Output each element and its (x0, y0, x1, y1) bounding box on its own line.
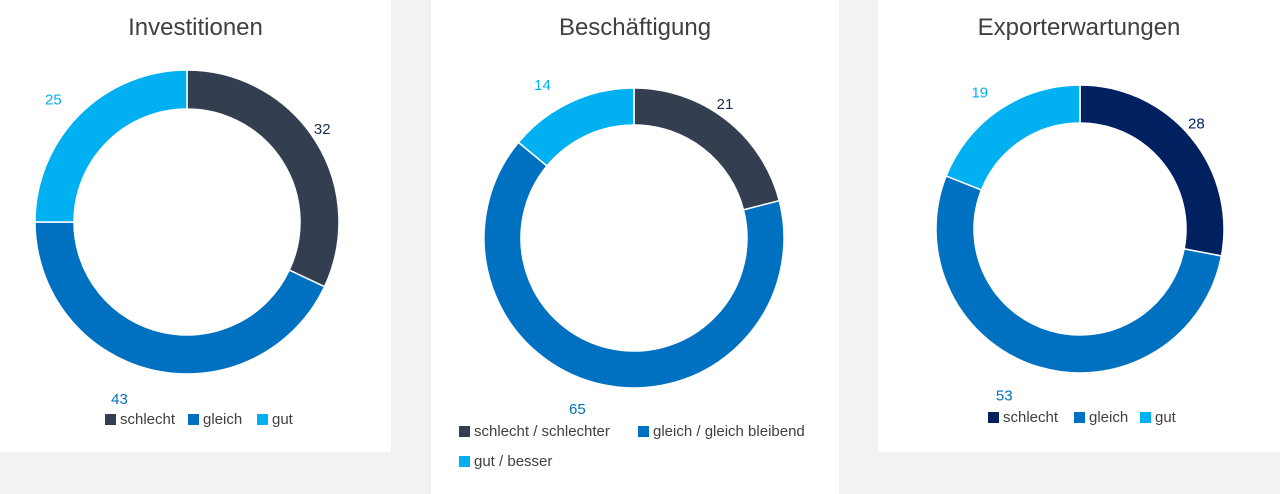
data-label-2: 43 (111, 391, 128, 408)
legend-swatch (105, 414, 116, 425)
legend-item: schlecht (105, 411, 175, 428)
legend-label: schlecht (1003, 409, 1059, 426)
donut-slice-1 (1079, 84, 1225, 257)
donut-chart: 21 65 14 (483, 77, 785, 418)
data-label-1: 32 (314, 121, 331, 138)
donut-chart: 32 43 25 (34, 69, 340, 408)
data-label-3: 19 (971, 84, 988, 101)
data-label-3: 25 (45, 91, 62, 108)
chart-title: Beschäftigung (558, 14, 712, 41)
data-label-2: 53 (996, 387, 1013, 404)
legend-label: gut (1155, 409, 1176, 426)
data-label-3: 14 (534, 77, 551, 94)
chart-title: Investitionen (128, 14, 263, 41)
chart-panel-beschaeftigung: Beschäftigung 21 65 14 schlecht / schlecht… (431, 0, 839, 494)
legend-swatch (188, 414, 199, 425)
legend-item: schlecht / schlechter (459, 423, 610, 440)
legend-swatch (257, 414, 268, 425)
legend-item: gut / besser (459, 453, 552, 470)
legend-label: gleich / gleich bleibend (653, 423, 805, 440)
legend-label: gleich (203, 411, 243, 428)
donut-slice-1 (186, 69, 340, 288)
legend-swatch (988, 412, 999, 423)
legend-label: gut (272, 411, 293, 428)
legend-item: gleich (188, 411, 242, 428)
legend-swatch (459, 426, 470, 437)
legend-item: gleich (1074, 409, 1128, 426)
legend-swatch (1074, 412, 1085, 423)
donut-slice-2 (935, 175, 1223, 374)
donut-slice-3 (517, 87, 635, 168)
donut-slice-2 (34, 221, 326, 375)
chart-panel-exporterwartungen: Exporterwartungen 28 53 19 schlecht gleich g… (878, 0, 1280, 452)
donut-slice-3 (34, 69, 188, 223)
donut-slice-1 (633, 87, 781, 211)
data-label-1: 28 (1188, 115, 1205, 132)
chart-title: Exporterwartungen (977, 14, 1181, 41)
legend-item: gleich / gleich bleibend (638, 423, 805, 440)
legend-swatch (459, 456, 470, 467)
legend-label: gleich (1089, 409, 1129, 426)
data-label-2: 65 (569, 401, 586, 418)
donut-slice-3 (945, 84, 1081, 191)
legend-swatch (1140, 412, 1151, 423)
legend-label: schlecht / schlechter (474, 423, 610, 440)
legend-item: schlecht (988, 409, 1058, 426)
donut-chart: 28 53 19 (935, 84, 1225, 404)
legend-label: schlecht (120, 411, 176, 428)
chart-panel-investitionen: Investitionen 32 43 25 schlecht gleich gut (0, 0, 391, 452)
legend-item: gut (1140, 409, 1176, 426)
legend-item: gut (257, 411, 293, 428)
legend-swatch (638, 426, 649, 437)
data-label-1: 21 (717, 96, 734, 113)
donut-slice-2 (483, 141, 785, 389)
legend-label: gut / besser (474, 453, 553, 470)
